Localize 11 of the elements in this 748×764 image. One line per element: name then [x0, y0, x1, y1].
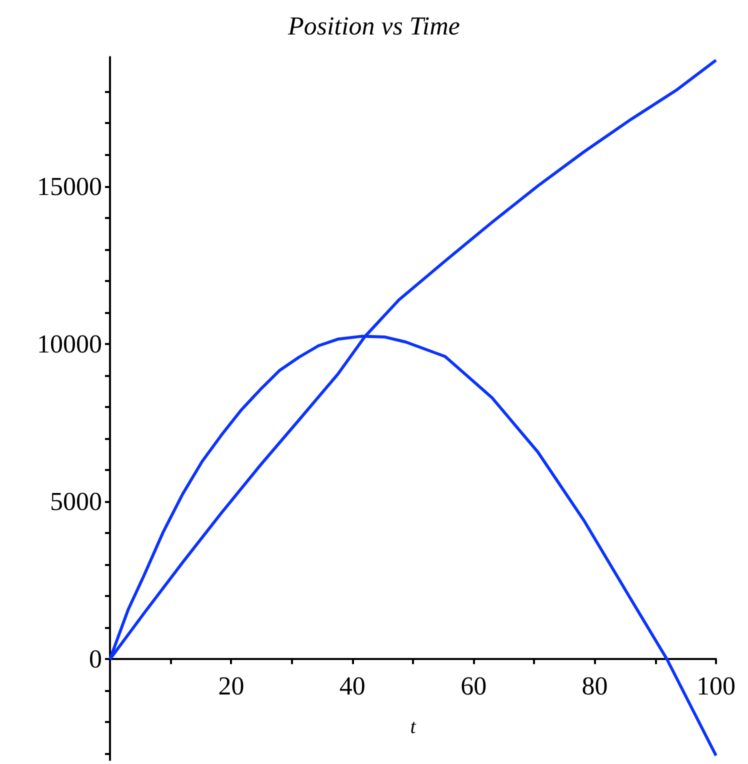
y-tick-label: 15000 — [37, 172, 102, 201]
y-tick-label: 10000 — [37, 329, 102, 358]
x-tick-label: 40 — [339, 672, 366, 701]
x-tick-label: 100 — [696, 672, 736, 701]
x-axis-title: t — [410, 716, 416, 738]
chart-title: Position vs Time — [287, 12, 460, 40]
x-tick-label: 60 — [460, 672, 487, 701]
x-tick-label: 80 — [582, 672, 608, 701]
x-tick-label: 20 — [218, 672, 244, 701]
y-tick-label: 0 — [89, 644, 102, 674]
y-tick-label: 5000 — [50, 487, 102, 516]
